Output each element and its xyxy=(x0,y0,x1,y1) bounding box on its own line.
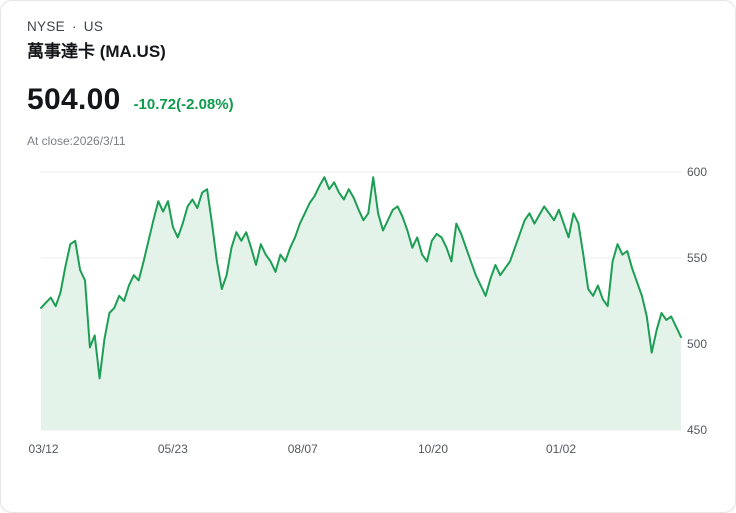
stock-title: 萬事達卡 (MA.US) xyxy=(27,42,166,61)
x-tick-label: 03/12 xyxy=(28,442,59,456)
price-chart-svg[interactable] xyxy=(40,171,682,431)
stock-header: NYSE · US 萬事達卡 (MA.US) 504.00 -10.72(-2.08… xyxy=(1,1,735,148)
region-label: US xyxy=(83,19,104,34)
price-area-fill xyxy=(41,177,681,430)
x-tick-label: 10/20 xyxy=(417,442,449,456)
x-tick-label: 08/07 xyxy=(287,442,318,456)
separator-dot: · xyxy=(71,19,77,34)
price-line xyxy=(40,176,682,380)
price-value: 504.00 xyxy=(27,83,121,116)
price-change: -10.72(-2.08%) xyxy=(133,96,234,113)
price-chart[interactable]: 600 550 500 450 03/12 05/23 08/07 10/20 01/02 xyxy=(1,165,735,472)
exchange-row: NYSE · US xyxy=(27,19,709,35)
x-tick-label: 05/23 xyxy=(157,442,188,456)
y-tick-label: 500 xyxy=(687,337,708,351)
x-tick-label: 01/02 xyxy=(545,442,577,456)
x-axis-labels: 03/12 05/23 08/07 10/20 01/02 xyxy=(29,442,681,458)
y-tick-label: 600 xyxy=(687,165,708,179)
exchange-label: NYSE xyxy=(27,19,65,34)
price-row: 504.00 -10.72(-2.08%) xyxy=(27,83,709,117)
y-tick-label: 450 xyxy=(687,423,708,437)
close-info: At close:2026/3/11 xyxy=(27,134,126,148)
y-tick-label: 550 xyxy=(687,251,708,265)
y-axis-labels: 600 550 500 450 xyxy=(687,165,731,437)
